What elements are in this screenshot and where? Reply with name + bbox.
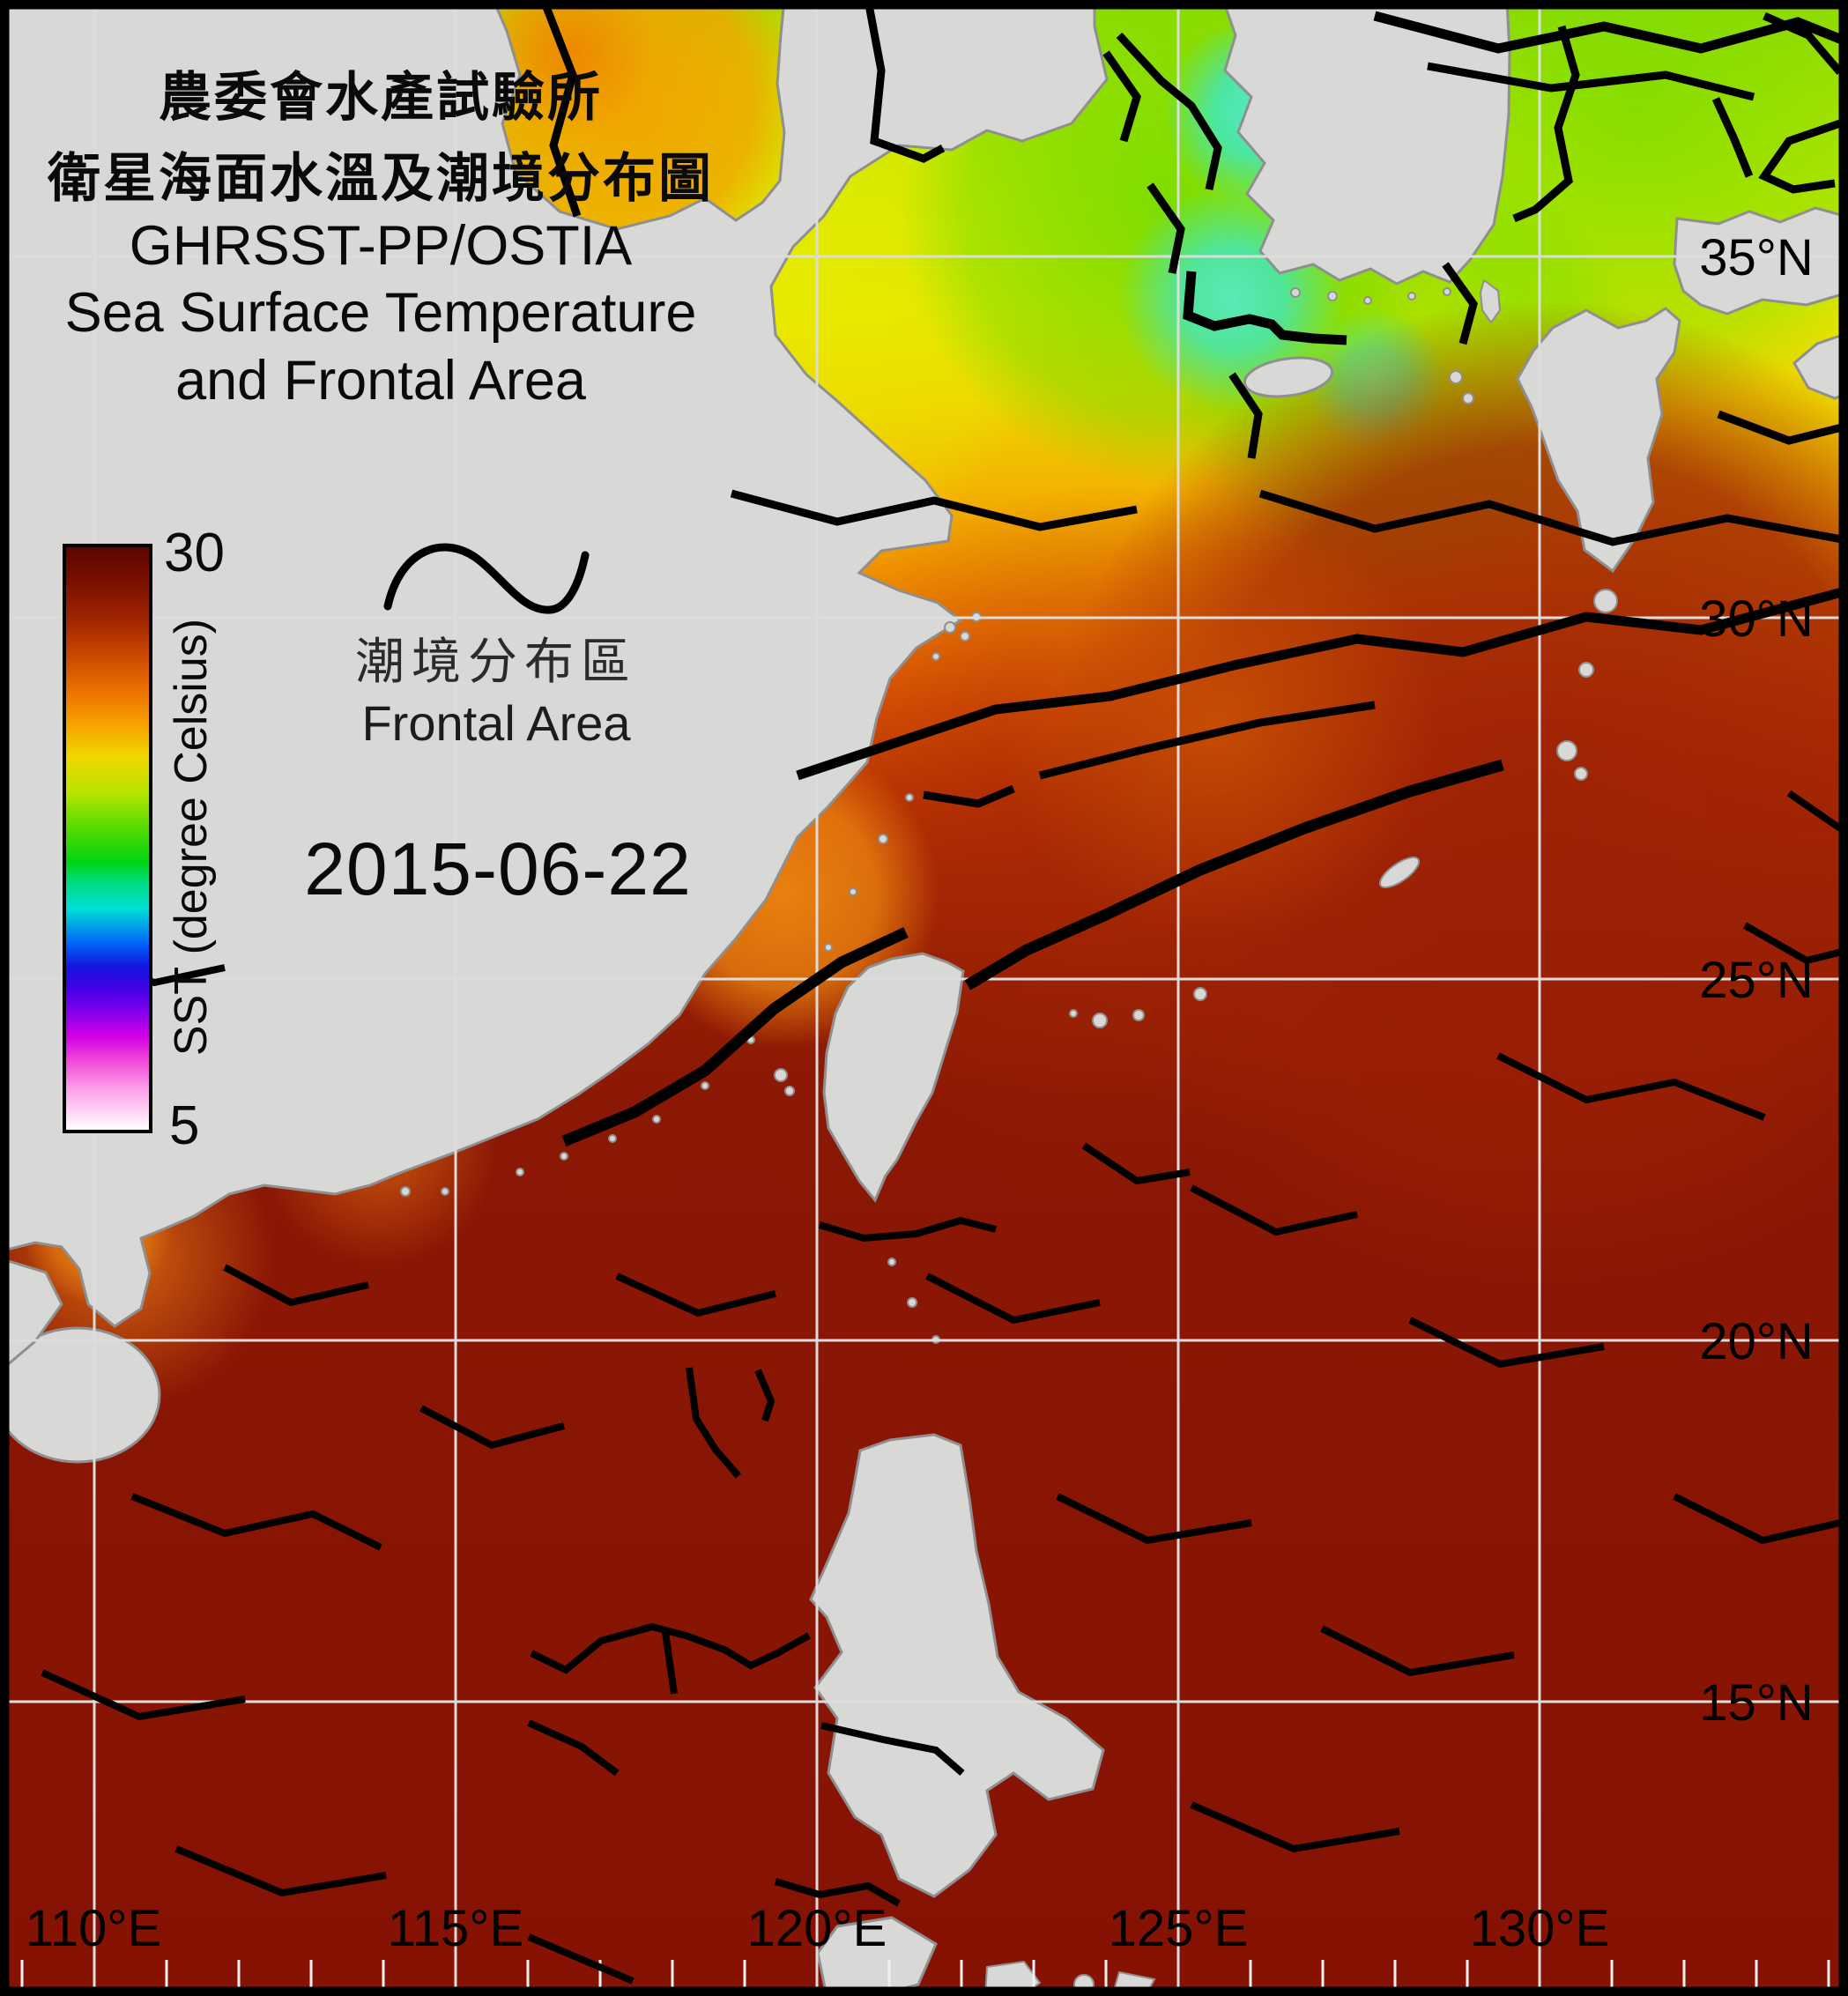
longitude-label: 115°E [388,1900,523,1957]
map-title-zh: 衛星海面水溫及潮境分布圖 [48,149,714,208]
graticule-labels: 35°N 30°N 25°N 20°N 15°N 110°E 115°E 120… [26,229,1814,1957]
longitude-label: 125°E [1109,1900,1249,1957]
latitude-label: 15°N [1699,1674,1814,1732]
colorbar-min-label: 5 [169,1095,200,1156]
product-name: GHRSST-PP/OSTIA [129,215,633,277]
org-name-zh: 農委會水產試驗所 [159,68,603,127]
land-tsushima [1479,278,1502,324]
legend-label-zh: 潮境分布區 [355,634,637,689]
land-luzon [809,1433,1105,1898]
latitude-label: 20°N [1699,1313,1814,1370]
sst-colorbar [63,544,152,1133]
title-en-line2: and Frontal Area [175,350,586,412]
latitude-label: 25°N [1699,952,1814,1009]
land-china-mainland [0,0,1109,1328]
latitude-label: 30°N [1699,590,1814,648]
latitude-label: 35°N [1699,229,1814,286]
legend-label-en: Frontal Area [361,695,631,751]
land-vietnam-coast [0,1257,63,1373]
colorbar-max-label: 30 [164,523,225,583]
longitude-label: 120°E [747,1900,887,1957]
land-jeju [1243,356,1334,398]
frontal-lines [41,0,1844,1985]
ryukyu-islands [1069,589,1618,1028]
longitude-label: 130°E [1470,1900,1610,1957]
land-shikoku [1792,331,1848,400]
title-en-line1: Sea Surface Temperature [64,282,697,344]
coastal-islets [400,287,1474,1344]
longitude-minor-ticks [20,1960,1830,1987]
map-date: 2015-06-22 [304,827,692,910]
frontal-wavy-line-icon [383,543,590,614]
longitude-label: 110°E [26,1900,161,1957]
land-honshu [1673,206,1848,315]
land-taiwan [822,952,965,1203]
land-hainan [0,1326,161,1464]
